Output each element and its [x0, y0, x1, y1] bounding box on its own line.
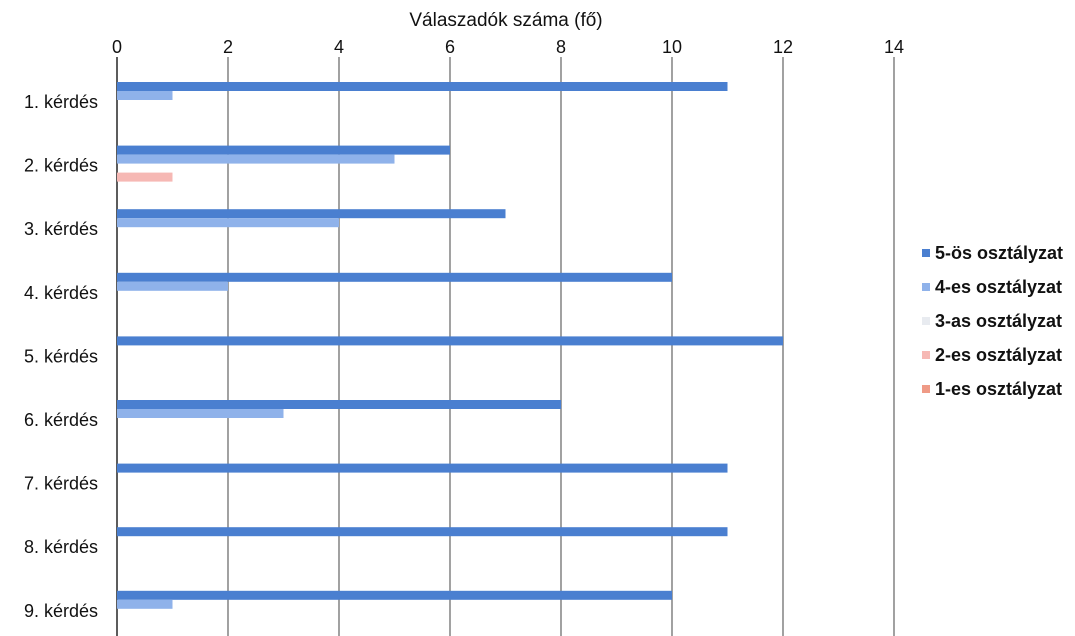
legend-swatch — [922, 317, 930, 325]
legend-label: 3-as osztályzat — [935, 310, 1063, 331]
x-axis-title: Válaszadók száma (fő) — [409, 10, 602, 31]
legend-label: 2-es osztályzat — [935, 344, 1063, 365]
category-label: 8. kérdés — [24, 537, 98, 557]
x-tick-labels: 0 2 4 6 8 10 12 14 — [112, 37, 904, 57]
bar — [117, 82, 728, 91]
legend-item: 5-ös osztályzat — [922, 236, 1063, 270]
bar — [117, 218, 339, 228]
legend-swatch — [922, 351, 930, 359]
legend-item: 3-as osztályzat — [922, 304, 1063, 338]
x-tick-label: 6 — [445, 37, 455, 57]
bar — [117, 172, 173, 182]
legend-label: 5-ös osztályzat — [935, 242, 1064, 263]
bar — [117, 400, 561, 409]
x-tick-label: 12 — [773, 37, 793, 57]
legend-swatch — [922, 385, 930, 393]
bar — [117, 209, 506, 219]
bar — [117, 281, 228, 291]
gridlines — [116, 57, 895, 636]
x-tick-label: 0 — [112, 37, 122, 57]
legend-item: 4-es osztályzat — [922, 270, 1063, 304]
bar — [117, 409, 284, 418]
category-labels: 1. kérdés 2. kérdés 3. kérdés 4. kérdés 5. k… — [24, 92, 98, 621]
x-tick-label: 2 — [223, 37, 233, 57]
category-label: 2. kérdés — [24, 156, 98, 176]
bar — [117, 154, 395, 164]
bar — [117, 463, 728, 473]
x-tick-label: 8 — [556, 37, 566, 57]
legend-label: 1-es osztályzat — [935, 378, 1063, 399]
x-tick-label: 10 — [662, 37, 682, 57]
bars — [117, 82, 783, 609]
bar — [117, 590, 672, 600]
bar — [117, 145, 450, 155]
legend-item: 2-es osztályzat — [922, 338, 1063, 372]
category-label: 4. kérdés — [24, 283, 98, 303]
legend-swatch — [922, 283, 930, 291]
legend: 5-ös osztályzat 4-es osztályzat 3-as osztá… — [922, 236, 1063, 406]
category-label: 1. kérdés — [24, 92, 98, 112]
category-label: 6. kérdés — [24, 410, 98, 430]
bar — [117, 91, 173, 100]
category-label: 3. kérdés — [24, 219, 98, 239]
bar — [117, 336, 783, 346]
x-tick-label: 4 — [334, 37, 344, 57]
bar — [117, 599, 173, 609]
legend-swatch — [922, 249, 930, 257]
category-label: 9. kérdés — [24, 601, 98, 621]
legend-item: 1-es osztályzat — [922, 372, 1063, 406]
x-tick-label: 14 — [884, 37, 904, 57]
bar — [117, 272, 672, 282]
bar — [117, 527, 728, 537]
category-label: 7. kérdés — [24, 474, 98, 494]
category-label: 5. kérdés — [24, 346, 98, 366]
legend-label: 4-es osztályzat — [935, 276, 1063, 297]
